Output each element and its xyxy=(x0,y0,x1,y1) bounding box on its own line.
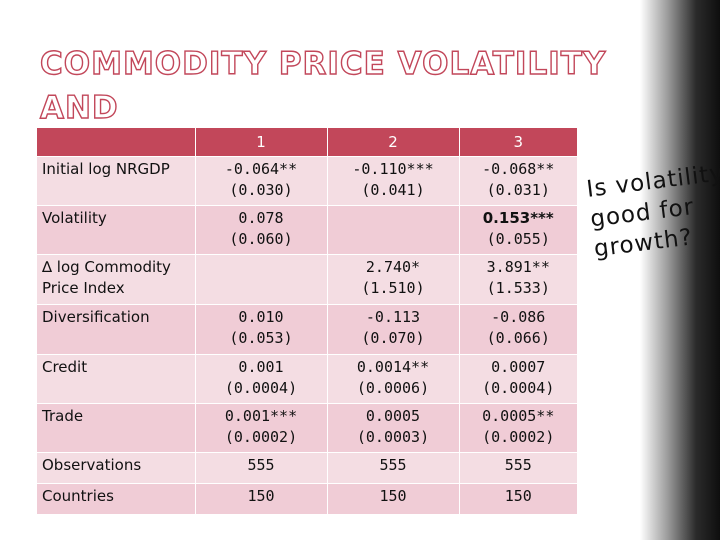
volatility-question-annotation: Is volatility good for growth? xyxy=(585,159,720,264)
table-cell: 555 xyxy=(195,452,328,484)
table-cell: 0.001*** (0.0002) xyxy=(195,403,328,453)
table-cell: 150 xyxy=(504,487,532,505)
header-cell-col1: 1 xyxy=(195,128,328,157)
table-row: Diversification 0.010 (0.053) -0.113 (0.07… xyxy=(37,304,577,355)
table-row: Volatility 0.078 (0.060) 0.153*** (0.055) xyxy=(37,205,577,255)
row-label: Countries xyxy=(37,483,196,514)
table-cell: -0.068** (0.031) xyxy=(482,160,555,199)
right-decorative-band xyxy=(640,0,720,540)
header-cell-col2: 2 xyxy=(327,128,460,157)
table-cell: -0.113 (0.070) xyxy=(327,304,460,355)
table-row: Trade 0.001*** (0.0002) 0.0005 (0.0003) 0.… xyxy=(37,403,577,453)
table-row: Countries 150 150 150 xyxy=(37,483,577,514)
row-label: Trade xyxy=(37,403,196,453)
header-cell-label xyxy=(37,128,196,157)
table-cell: -0.086 (0.066) xyxy=(486,308,550,347)
row-label: ∆ log Commodity Price Index xyxy=(37,254,196,305)
table-header-row: 1 2 3 xyxy=(37,128,577,157)
table-cell: 555 xyxy=(327,452,460,484)
table-row: Credit 0.001 (0.0004) 0.0014** (0.0006) 0.… xyxy=(37,354,577,404)
row-label: Observations xyxy=(37,452,196,484)
table-cell: 0.153*** (0.055) xyxy=(482,209,554,248)
row-label: Initial log NRGDP xyxy=(37,156,196,206)
table-cell: 0.078 (0.060) xyxy=(195,205,328,255)
table-cell: 3.891** (1.533) xyxy=(486,258,550,297)
table-cell: 150 xyxy=(327,483,460,514)
table-cell: 0.0014** (0.0006) xyxy=(327,354,460,404)
table-cell xyxy=(327,205,460,255)
table-cell: 0.001 (0.0004) xyxy=(195,354,328,404)
table-cell: -0.110*** (0.041) xyxy=(327,156,460,206)
table-cell: 0.010 (0.053) xyxy=(195,304,328,355)
row-label: Credit xyxy=(37,354,196,404)
title-line-1: COMMODITY PRICE VOLATILITY AND xyxy=(39,45,607,126)
table-row: Observations 555 555 555 xyxy=(37,452,577,484)
row-label: Volatility xyxy=(37,205,196,255)
table-cell: 0.0005** (0.0002) xyxy=(482,407,555,446)
table-row: Initial log NRGDP -0.064** (0.030) -0.110… xyxy=(37,156,577,206)
table-cell: -0.064** (0.030) xyxy=(195,156,328,206)
row-label: Diversification xyxy=(37,304,196,355)
table-row: ∆ log Commodity Price Index 2.740* (1.510)… xyxy=(37,254,577,305)
table-cell: 555 xyxy=(504,456,532,474)
regression-table: 1 2 3 Initial log NRGDP -0.064** (0.030) … xyxy=(37,128,577,514)
table-cell: 2.740* (1.510) xyxy=(327,254,460,305)
table-cell: 0.0007 (0.0004) xyxy=(482,358,555,397)
header-cell-col3: 3 xyxy=(459,128,577,157)
table-cell: 0.0005 (0.0003) xyxy=(327,403,460,453)
table-cell xyxy=(195,254,328,305)
table-cell: 150 xyxy=(195,483,328,514)
